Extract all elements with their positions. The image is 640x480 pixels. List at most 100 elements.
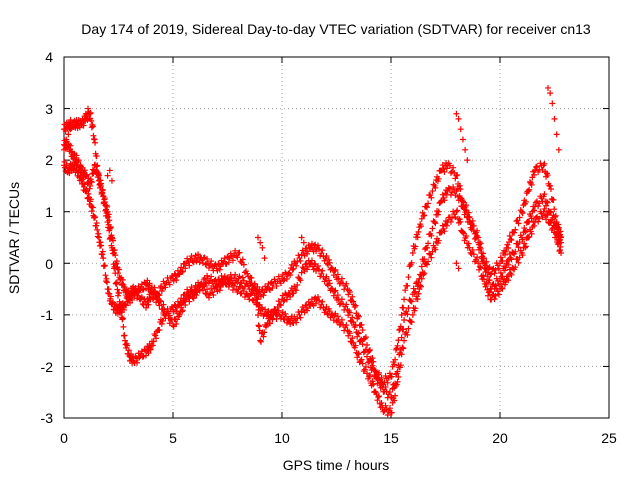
data-point bbox=[412, 243, 419, 250]
data-point bbox=[485, 289, 492, 296]
data-point bbox=[544, 199, 551, 206]
data-point bbox=[112, 270, 119, 277]
data-point bbox=[359, 341, 366, 348]
data-point bbox=[99, 186, 106, 193]
data-point bbox=[319, 298, 326, 305]
data-point bbox=[111, 263, 118, 270]
data-point bbox=[501, 251, 508, 258]
data-point bbox=[295, 252, 302, 259]
data-point bbox=[429, 188, 436, 195]
data-point bbox=[323, 273, 330, 280]
data-point bbox=[384, 379, 391, 386]
data-point bbox=[257, 337, 264, 344]
data-point bbox=[525, 234, 532, 241]
data-point bbox=[477, 245, 484, 252]
data-point bbox=[512, 248, 519, 255]
data-point bbox=[505, 261, 512, 268]
data-point bbox=[474, 232, 481, 239]
data-point bbox=[293, 319, 300, 326]
data-point bbox=[547, 209, 554, 216]
data-point bbox=[326, 259, 333, 266]
data-point bbox=[314, 242, 321, 249]
data-point bbox=[409, 249, 416, 256]
data-point bbox=[423, 204, 430, 211]
data-point bbox=[113, 258, 120, 265]
data-point bbox=[465, 240, 472, 247]
data-point bbox=[361, 366, 368, 373]
data-point bbox=[401, 296, 408, 303]
data-point bbox=[369, 362, 376, 369]
x-tick-labels: 0 5 10 15 20 25 bbox=[60, 430, 617, 446]
data-point bbox=[229, 286, 236, 293]
data-point bbox=[516, 214, 523, 221]
data-point bbox=[477, 264, 484, 271]
data-point bbox=[480, 250, 487, 257]
data-point bbox=[549, 100, 556, 107]
data-point bbox=[506, 232, 513, 239]
data-point bbox=[75, 157, 82, 164]
data-point bbox=[547, 186, 554, 193]
data-point bbox=[179, 307, 186, 314]
y-tick-label: 3 bbox=[45, 101, 53, 117]
data-point bbox=[369, 378, 376, 385]
data-point bbox=[362, 363, 369, 370]
data-point bbox=[495, 291, 502, 298]
data-point bbox=[401, 317, 408, 324]
data-point bbox=[105, 221, 112, 228]
data-point bbox=[210, 291, 217, 298]
data-point bbox=[354, 333, 361, 340]
data-point bbox=[434, 211, 441, 218]
data-point bbox=[325, 277, 332, 284]
data-point bbox=[296, 255, 303, 262]
data-point bbox=[438, 198, 445, 205]
data-point bbox=[352, 342, 359, 349]
data-point bbox=[151, 289, 158, 296]
data-point bbox=[551, 206, 558, 213]
data-point bbox=[558, 249, 565, 256]
data-point bbox=[405, 325, 412, 332]
data-point bbox=[216, 266, 223, 273]
data-point bbox=[326, 280, 333, 287]
data-point bbox=[522, 229, 529, 236]
data-point bbox=[108, 177, 115, 184]
data-point bbox=[319, 267, 326, 274]
data-point bbox=[528, 215, 535, 222]
data-point bbox=[376, 375, 383, 382]
data-point bbox=[134, 359, 141, 366]
data-point bbox=[280, 298, 287, 305]
data-point bbox=[316, 266, 323, 273]
data-point bbox=[362, 334, 369, 341]
data-point bbox=[519, 252, 526, 259]
data-point bbox=[157, 297, 164, 304]
data-point bbox=[429, 225, 436, 232]
data-point bbox=[364, 353, 371, 360]
data-point bbox=[454, 207, 461, 214]
data-point bbox=[476, 263, 483, 270]
data-point bbox=[308, 257, 315, 264]
data-point bbox=[332, 266, 339, 273]
data-point bbox=[269, 284, 276, 291]
data-point bbox=[338, 316, 345, 323]
data-point bbox=[116, 266, 123, 273]
data-point bbox=[428, 194, 435, 201]
data-point bbox=[522, 227, 529, 234]
data-point bbox=[412, 305, 419, 312]
data-point bbox=[346, 309, 353, 316]
data-point bbox=[178, 295, 185, 302]
data-point bbox=[113, 279, 120, 286]
data-point bbox=[528, 230, 535, 237]
data-point bbox=[515, 220, 522, 227]
data-point bbox=[94, 226, 101, 233]
data-point bbox=[362, 346, 369, 353]
data-point bbox=[166, 281, 173, 288]
data-point bbox=[450, 164, 457, 171]
data-point bbox=[492, 266, 499, 273]
data-point bbox=[491, 296, 498, 303]
data-point bbox=[232, 271, 239, 278]
data-point bbox=[254, 301, 261, 308]
data-point bbox=[61, 158, 68, 165]
data-point bbox=[116, 290, 123, 297]
data-point bbox=[505, 277, 512, 284]
data-point bbox=[88, 179, 95, 186]
data-point bbox=[89, 123, 96, 130]
